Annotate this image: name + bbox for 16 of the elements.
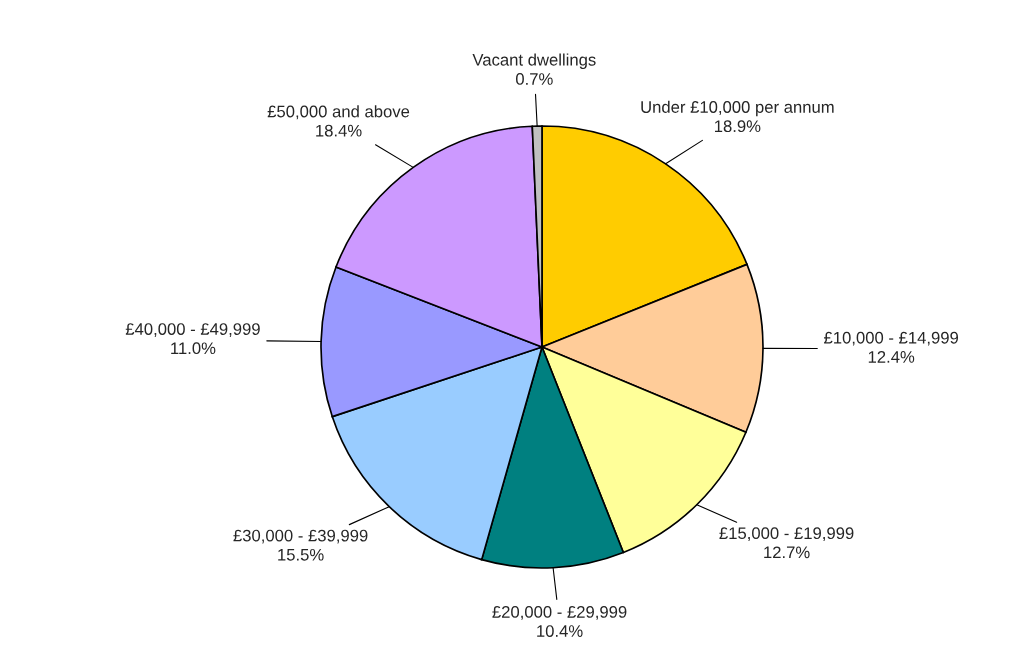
data-label: 0.7% bbox=[515, 73, 553, 85]
slice-label: Under £10,000 per annum bbox=[641, 100, 834, 117]
slice-label: £10,000 - £14,999 bbox=[824, 331, 959, 346]
data-label: 10.4% bbox=[537, 625, 583, 637]
slice-label: £20,000 - £29,999 bbox=[492, 605, 627, 620]
data-label: 11.0% bbox=[171, 342, 216, 355]
data-label: 18.4% bbox=[316, 124, 362, 137]
slice-label: £15,000 - £19,999 bbox=[719, 527, 854, 542]
slice-label: £50,000 and above bbox=[267, 105, 410, 120]
data-label: 12.7% bbox=[764, 546, 810, 559]
slice-label: Vacant dwellings bbox=[472, 53, 596, 70]
data-label: 18.9% bbox=[715, 120, 761, 133]
slice-label: £40,000 - £49,999 bbox=[125, 323, 260, 337]
data-label: 12.4% bbox=[868, 350, 915, 363]
data-label: 15.5% bbox=[278, 548, 324, 561]
slice-label: £30,000 - £39,999 bbox=[233, 529, 368, 544]
